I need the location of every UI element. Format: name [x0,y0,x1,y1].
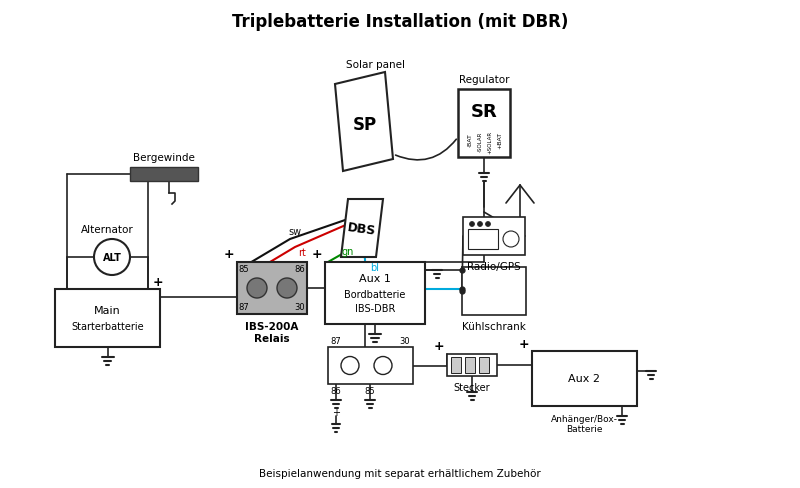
Text: 85: 85 [365,386,375,395]
Text: 86: 86 [330,386,342,395]
Text: -SOLAR: -SOLAR [478,132,482,152]
Text: DBS: DBS [347,221,377,238]
Text: 87: 87 [330,337,342,346]
Circle shape [486,222,490,227]
Bar [463,218,525,256]
Circle shape [374,357,392,375]
Text: +: + [518,337,530,350]
Text: -BAT: -BAT [467,133,473,146]
Polygon shape [335,73,393,172]
Text: +SOLAR: +SOLAR [487,130,493,153]
Text: Kühlschrank: Kühlschrank [462,321,526,331]
Text: +: + [153,275,163,288]
Bar [451,357,461,373]
Text: Main: Main [94,305,121,315]
Text: Aux 2: Aux 2 [569,374,601,384]
Text: Bergewinde: Bergewinde [133,153,195,163]
Bar [130,168,198,182]
Text: 30: 30 [294,303,306,312]
Text: ALT: ALT [102,252,122,263]
Text: 87: 87 [238,303,250,312]
Bar [462,267,526,315]
Text: Radio/GPS: Radio/GPS [467,262,521,271]
Text: +: + [332,407,340,417]
Text: Starterbatterie: Starterbatterie [71,321,144,331]
Text: Aux 1: Aux 1 [359,273,391,284]
Bar [328,347,413,384]
Bar [465,357,475,373]
Text: 30: 30 [400,337,410,346]
Circle shape [247,279,267,298]
Bar [237,263,307,314]
Text: Triplebatterie Installation (mit DBR): Triplebatterie Installation (mit DBR) [232,13,568,31]
Text: SP: SP [353,116,377,134]
Polygon shape [341,200,383,258]
Circle shape [503,231,519,247]
Circle shape [94,240,130,275]
Text: sw: sw [289,226,302,237]
Text: Anhänger/Box-: Anhänger/Box- [551,414,618,423]
Text: rt: rt [298,247,306,258]
Text: IBS-DBR: IBS-DBR [355,304,395,313]
Text: Batterie: Batterie [566,425,602,434]
Bar [468,229,498,249]
Bar [458,90,510,158]
Text: 86: 86 [294,265,306,274]
Text: gn: gn [342,246,354,257]
Text: Beispielanwendung mit separat erhältlichem Zubehör: Beispielanwendung mit separat erhältlich… [259,468,541,478]
Text: Bordbatterie: Bordbatterie [344,289,406,299]
Text: Alternator: Alternator [81,224,134,235]
Circle shape [478,222,482,227]
Text: Relais: Relais [254,333,290,343]
Text: +: + [312,248,322,261]
Text: SR: SR [470,103,498,121]
Bar [479,357,489,373]
Text: +BAT: +BAT [498,131,502,148]
Bar [55,289,160,347]
Circle shape [277,279,297,298]
Text: Solar panel: Solar panel [346,60,405,70]
Text: bl: bl [370,263,379,272]
Bar [325,263,425,325]
Text: +: + [224,248,234,261]
Text: IBS-200A: IBS-200A [246,321,298,331]
Text: +: + [434,340,444,353]
Circle shape [470,222,474,227]
Circle shape [341,357,359,375]
Text: Stecker: Stecker [454,382,490,392]
Bar [447,354,497,376]
Text: 85: 85 [238,265,250,274]
Bar [532,351,637,406]
Text: Regulator: Regulator [458,75,510,85]
